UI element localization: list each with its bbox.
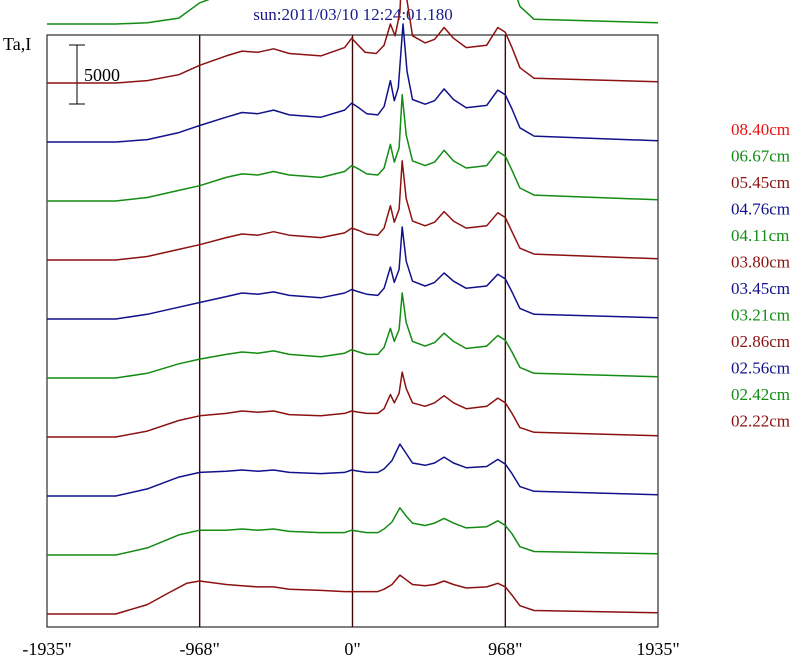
series-line-02-22cm bbox=[47, 574, 659, 615]
series-line-02-86cm bbox=[47, 371, 659, 438]
legend-entry: 08.40cm bbox=[731, 120, 790, 139]
legend-entry: 03.21cm bbox=[731, 306, 790, 325]
legend-entry: 05.45cm bbox=[731, 173, 790, 192]
legend-entry: 06.67cm bbox=[731, 147, 790, 166]
y-axis-label: Ta,I bbox=[3, 34, 31, 54]
x-tick-label: 1935" bbox=[636, 639, 679, 659]
series-line-05-45cm bbox=[47, 0, 659, 84]
series-line-02-56cm bbox=[47, 443, 659, 497]
series-lines bbox=[47, 0, 659, 615]
legend: 08.40cm 06.67cm 05.45cm 04.76cm 04.11cm 03.80… bbox=[731, 120, 790, 431]
scale-bar-label: 5000 bbox=[84, 65, 120, 85]
series-line-04-76cm bbox=[47, 23, 659, 143]
series-line-03-21cm bbox=[47, 292, 659, 379]
series-line-04-11cm bbox=[47, 94, 659, 202]
series-line-03-45cm bbox=[47, 226, 659, 320]
legend-entry: 04.76cm bbox=[731, 200, 790, 219]
reference-lines bbox=[198, 35, 507, 627]
x-tick-labels: -1935" -968" 0" 968" 1935" bbox=[22, 639, 679, 659]
legend-entry: 03.45cm bbox=[731, 279, 790, 298]
series-line-03-80cm bbox=[47, 160, 659, 261]
x-tick-label: -1935" bbox=[22, 639, 71, 659]
legend-entry: 02.56cm bbox=[731, 359, 790, 378]
scale-bar: 5000 bbox=[69, 44, 120, 105]
legend-entry: 03.80cm bbox=[731, 253, 790, 272]
x-tick-label: -968" bbox=[179, 639, 219, 659]
legend-entry: 02.22cm bbox=[731, 412, 790, 431]
legend-entry: 02.86cm bbox=[731, 332, 790, 351]
x-tick-label: 968" bbox=[488, 639, 522, 659]
x-tick-label: 0" bbox=[344, 639, 360, 659]
legend-entry: 02.42cm bbox=[731, 385, 790, 404]
legend-entry: 04.11cm bbox=[731, 226, 789, 245]
chart-title: sun:2011/03/10 12:24:01.180 bbox=[253, 5, 453, 24]
series-line-02-42cm bbox=[47, 507, 659, 556]
